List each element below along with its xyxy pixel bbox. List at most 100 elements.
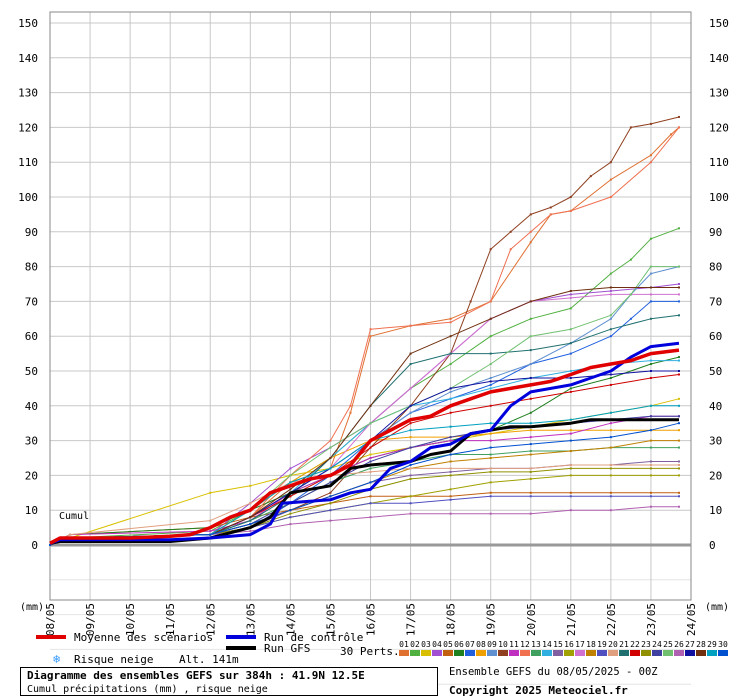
- perts-label: 30 Perts.: [340, 645, 400, 658]
- series-pert-26-point: [329, 519, 332, 522]
- y-tick-label-right: 0: [709, 539, 716, 552]
- pert-legend-label: 27: [685, 640, 695, 649]
- y-tick-label-left: 110: [18, 156, 38, 169]
- series-pert-20-point: [489, 467, 492, 470]
- pert-legend-label: 08: [476, 640, 486, 649]
- y-tick-label-right: 10: [709, 504, 722, 517]
- series-pert-12-point: [369, 328, 372, 331]
- series-pert-12-point: [609, 196, 612, 198]
- series-pert-22-point: [289, 495, 292, 498]
- pert-legend-swatch: [410, 650, 420, 656]
- series-pert-11-point: [209, 530, 212, 533]
- pert-legend-label: 02: [410, 640, 420, 649]
- series-pert-21-point: [489, 352, 492, 355]
- legend-mean-label: Moyenne des scénarios: [74, 631, 213, 644]
- series-pert-30-point: [369, 481, 372, 484]
- series-pert-04-point: [677, 283, 680, 285]
- y-tick-label-right: 70: [709, 295, 722, 308]
- series-pert-28-point: [449, 335, 452, 338]
- pert-legend-swatch: [454, 650, 464, 656]
- series-pert-26-point: [529, 512, 532, 515]
- series-pert-17-point: [609, 293, 612, 296]
- series-pert-20-point: [209, 519, 212, 522]
- series-pert-20-point: [569, 463, 572, 466]
- series-pert-24-point: [329, 481, 332, 484]
- series-pert-03-point: [209, 491, 212, 494]
- pert-legend-swatch: [553, 650, 563, 656]
- series-pert-19-point: [409, 502, 412, 505]
- series-pert-20-point: [69, 533, 72, 536]
- series-pert-19-point: [649, 495, 652, 498]
- y-tick-label-right: 120: [709, 121, 729, 134]
- series-pert-10-point: [589, 175, 592, 178]
- series-pert-22-point: [569, 390, 572, 393]
- series-pert-19-point: [529, 495, 532, 498]
- x-tick-label: 19/05: [485, 603, 498, 636]
- series-pert-25-point: [649, 265, 652, 268]
- series-pert-25-point: [677, 265, 680, 268]
- series-pert-15-point: [449, 470, 452, 473]
- series-pert-05-point: [569, 491, 572, 494]
- series-pert-20-point: [369, 470, 372, 473]
- series-pert-12-point: [549, 213, 552, 216]
- y-tick-label-right: 50: [709, 365, 722, 378]
- series-pert-19-point: [677, 495, 680, 498]
- series-pert-18-point: [649, 439, 652, 442]
- series-pert-06-point: [569, 387, 572, 390]
- legend-snow-label: Risque neige: [74, 653, 153, 666]
- series-pert-28-point: [529, 300, 532, 303]
- series-mean: [49, 348, 680, 545]
- series-pert-27-point: [609, 373, 612, 376]
- x-tick-label: 10/05: [124, 603, 137, 636]
- series-pert-14-point: [449, 397, 452, 400]
- series-pert-23: [49, 467, 679, 546]
- x-tick-label: 17/05: [405, 603, 418, 636]
- series-pert-23-point: [677, 467, 680, 470]
- series-pert-01-point: [669, 133, 672, 136]
- series-pert-29-point: [529, 422, 532, 425]
- series-pert-27-point: [449, 387, 452, 390]
- series-pert-05-point: [449, 495, 452, 498]
- series-pert-09-point: [449, 390, 452, 393]
- series-pert-10-point: [569, 196, 572, 198]
- series-pert-10-point: [329, 491, 332, 494]
- series-pert-22-point: [369, 446, 372, 449]
- series-pert-02-point: [649, 237, 652, 240]
- pert-legend-label: 22: [630, 640, 640, 649]
- y-axis-right: 0 10 20 30 40 50 60 70 80 90 100 110 120 130 140 150: [709, 17, 729, 552]
- series-pert-23-point: [489, 470, 492, 473]
- series-pert-11-point: [449, 439, 452, 442]
- series-pert-03-point: [249, 484, 252, 487]
- series-pert-26-point: [249, 530, 252, 533]
- pert-legend-label: 20: [608, 640, 618, 649]
- pert-legend-swatch: [608, 650, 618, 656]
- pert-legend-swatch: [465, 650, 475, 656]
- series-pert-14-point: [649, 359, 652, 362]
- series-pert-23-point: [529, 470, 532, 473]
- series-pert-09-point: [649, 272, 652, 275]
- series-pert-25-point: [609, 314, 612, 317]
- grid: [49, 11, 692, 685]
- series-pert-29-point: [609, 411, 612, 414]
- y-tick-label-right: 40: [709, 400, 722, 413]
- series-pert-01-point: [369, 335, 372, 338]
- series-pert-29-point: [677, 404, 680, 407]
- series-pert-27-point: [409, 404, 412, 407]
- series-pert-04-point: [609, 289, 612, 292]
- series-pert-04: [49, 283, 680, 546]
- pert-legend-swatch: [707, 650, 717, 656]
- series-pert-26-point: [289, 523, 292, 526]
- series-pert-27-point: [649, 370, 652, 372]
- series-pert-21-point: [569, 342, 572, 345]
- source-caption: Ensemble GEFS du 08/05/2025 - 00Z: [449, 666, 658, 678]
- pert-legend: 01 02 03 04 05 06 07 08 09 10 11 12 13 14 15 16 17 18 19 20…: [399, 640, 728, 656]
- pert-legend-label: 23: [641, 640, 651, 649]
- series-pert-23-point: [449, 474, 452, 477]
- series-pert-27-point: [529, 376, 532, 379]
- series-gfs: [49, 418, 679, 545]
- series-pert-03-point: [369, 453, 372, 456]
- series-pert-12-point: [529, 230, 532, 233]
- pert-legend-swatch: [564, 650, 574, 656]
- y-tick-label-left: 70: [25, 295, 38, 308]
- series-pert-23-point: [649, 467, 652, 470]
